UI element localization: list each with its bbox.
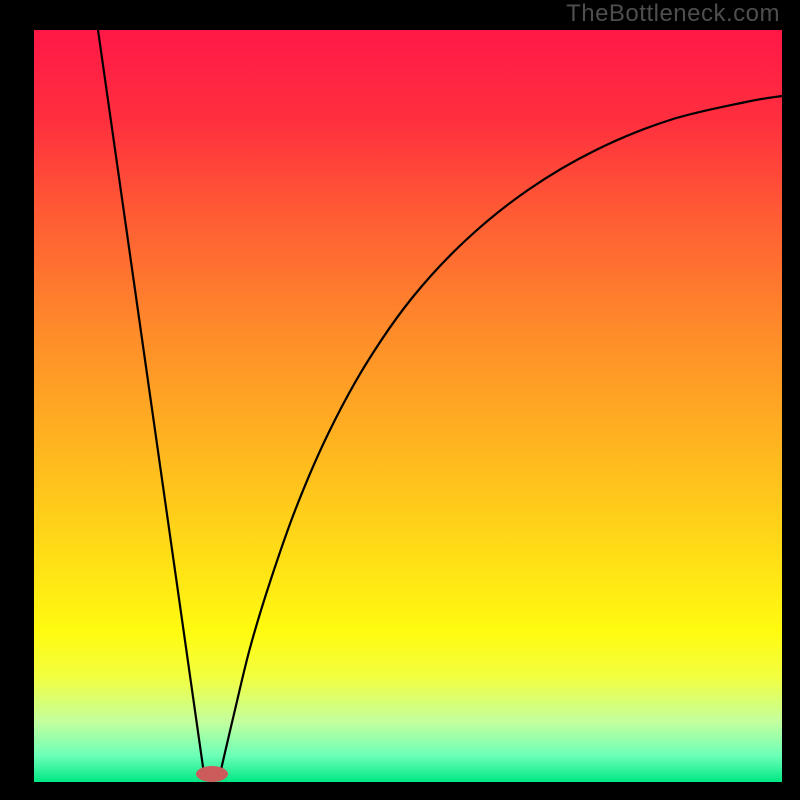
plot-area xyxy=(34,30,782,782)
curve-svg xyxy=(34,30,782,782)
minimum-marker xyxy=(196,766,228,782)
watermark-text: TheBottleneck.com xyxy=(566,0,780,28)
chart-root: TheBottleneck.com xyxy=(0,0,800,800)
